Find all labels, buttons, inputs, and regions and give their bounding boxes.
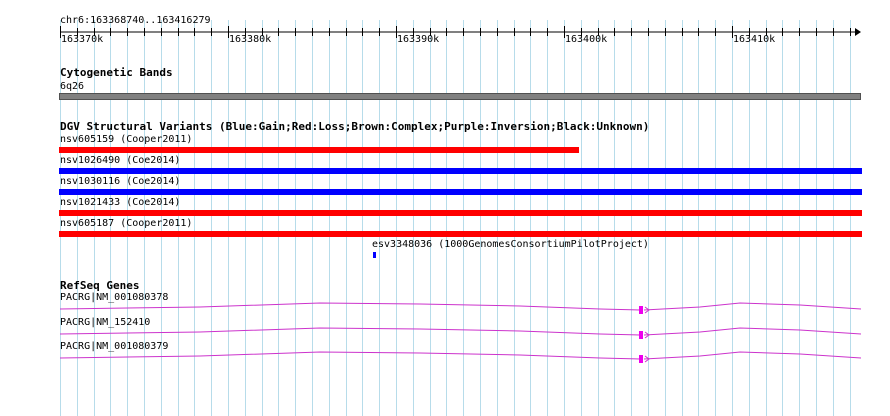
ruler bbox=[60, 26, 861, 38]
strand-arrow-icon bbox=[644, 306, 650, 314]
variant-label-nsv1021433: nsv1021433 (Coe2014) bbox=[60, 197, 181, 208]
gene-model-nm-001080379[interactable] bbox=[59, 351, 862, 363]
ruler-arrow bbox=[855, 28, 861, 36]
strand-arrow-icon bbox=[644, 331, 650, 339]
gene-label-nm-152410: PACRG|NM_152410 bbox=[60, 317, 151, 328]
variant-bar-esv3348036[interactable] bbox=[373, 252, 376, 258]
variant-label-nsv605159: nsv605159 (Cooper2011) bbox=[60, 134, 193, 145]
gene-label-nm-001080379: PACRG|NM_001080379 bbox=[60, 341, 169, 352]
ruler-tick-label-2: 163390k bbox=[397, 34, 440, 45]
region-range-label: chr6:163368740..163416279 bbox=[60, 15, 211, 26]
ruler-tick-label-4: 163410k bbox=[733, 34, 776, 45]
intron-line bbox=[643, 327, 862, 336]
cytoband-label: 6q26 bbox=[60, 81, 85, 92]
variant-label-esv3348036: esv3348036 (1000GenomesConsortiumPilotPr… bbox=[372, 239, 649, 250]
ruler-tick-label-1: 163380k bbox=[229, 34, 272, 45]
variant-bar-nsv605187[interactable] bbox=[59, 231, 862, 237]
variant-label-nsv1030116: nsv1030116 (Coe2014) bbox=[60, 176, 181, 187]
intron-line bbox=[59, 327, 641, 336]
variant-label-nsv1026490: nsv1026490 (Coe2014) bbox=[60, 155, 181, 166]
ruler-tick-label-0: 163370k bbox=[61, 34, 104, 45]
variant-bar-nsv1021433[interactable] bbox=[59, 210, 862, 216]
strand-arrow-icon bbox=[644, 355, 650, 363]
exon bbox=[639, 355, 643, 363]
exon bbox=[639, 331, 643, 339]
variant-bar-nsv1030116[interactable] bbox=[59, 189, 862, 195]
refseq-track-title: RefSeq Genes bbox=[60, 279, 140, 292]
intron-line bbox=[59, 351, 641, 360]
ruler-tick-label-3: 163400k bbox=[565, 34, 608, 45]
gene-model-nm-152410[interactable] bbox=[59, 327, 862, 339]
gene-model-nm-001080378[interactable] bbox=[59, 302, 862, 314]
variant-bar-nsv1026490[interactable] bbox=[59, 168, 862, 174]
variant-label-nsv605187: nsv605187 (Cooper2011) bbox=[60, 218, 193, 229]
cytoband-bar[interactable] bbox=[59, 93, 861, 100]
cytoband-track-title: Cytogenetic Bands bbox=[60, 66, 173, 79]
intron-line bbox=[643, 302, 862, 311]
gene-label-nm-001080378: PACRG|NM_001080378 bbox=[60, 292, 169, 303]
exon bbox=[639, 306, 643, 314]
intron-line bbox=[59, 302, 641, 311]
dgv-track-title: DGV Structural Variants (Blue:Gain;Red:L… bbox=[60, 120, 650, 133]
intron-line bbox=[643, 351, 862, 360]
variant-bar-nsv605159[interactable] bbox=[59, 147, 579, 153]
